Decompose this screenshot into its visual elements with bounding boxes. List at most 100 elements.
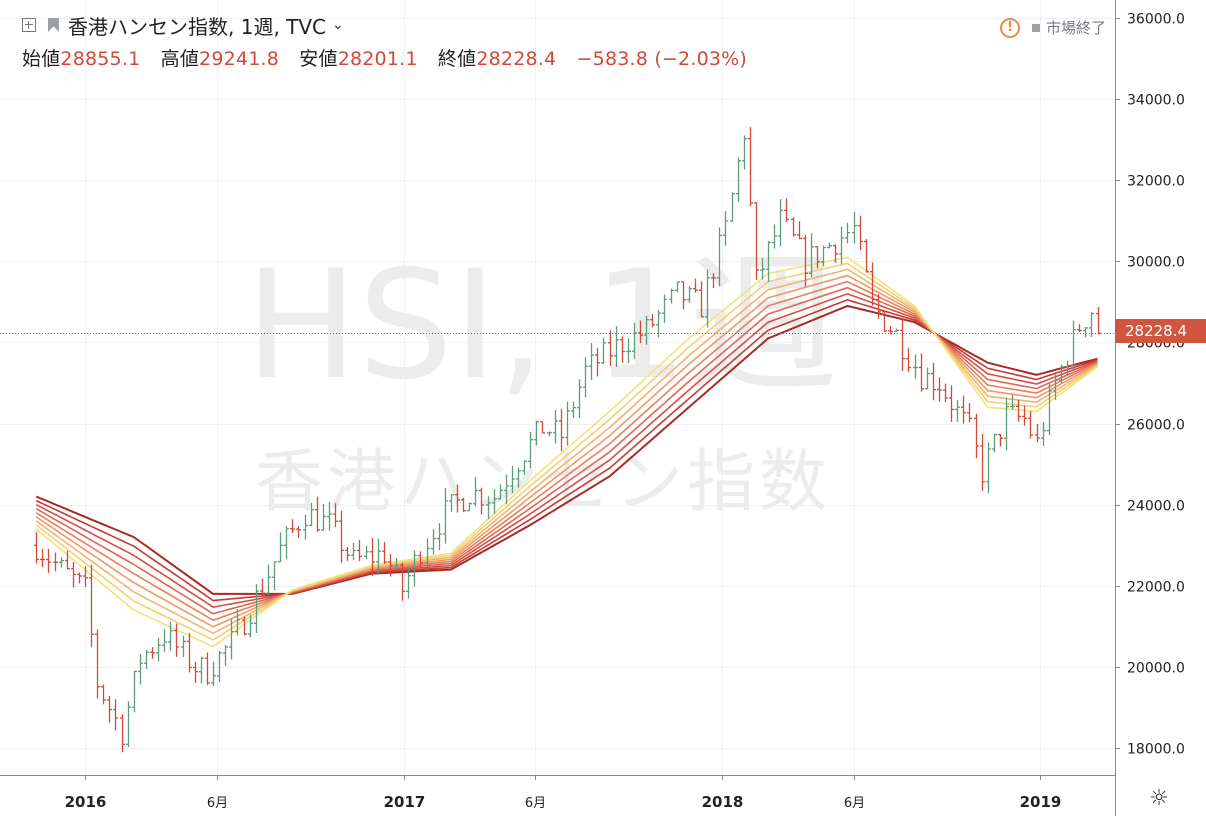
settings-icon[interactable]: ☼ xyxy=(1149,786,1169,811)
ohlc-bar xyxy=(150,647,155,659)
ohlc-bar xyxy=(339,510,344,563)
ohlc-bar xyxy=(168,621,173,652)
ohlc-bar xyxy=(931,362,936,401)
ohlc-bar xyxy=(894,328,899,333)
ohlc-bar xyxy=(882,310,887,332)
x-tick-label: 2017 xyxy=(384,793,426,811)
ohlc-bar xyxy=(278,532,283,563)
ohlc-bar xyxy=(351,542,356,561)
ohlc-bar xyxy=(486,496,491,520)
ohlc-bar xyxy=(1022,405,1027,426)
ohlc-bar xyxy=(949,385,954,422)
ohlc-bar xyxy=(858,215,863,251)
ohlc-bar xyxy=(327,501,332,531)
y-tick-label: 24000.0 xyxy=(1127,499,1185,515)
open-label: 始値 xyxy=(22,48,61,70)
ohlc-bar xyxy=(845,222,850,244)
low-value: 28201.1 xyxy=(337,48,418,70)
ohlc-bar xyxy=(492,489,497,514)
ohlc-bar xyxy=(83,566,88,587)
ohlc-bar xyxy=(59,557,64,568)
price-axis[interactable]: 36000.034000.032000.030000.028000.026000… xyxy=(1115,12,1185,758)
ohlc-bar xyxy=(760,257,765,280)
ohlc-bar xyxy=(693,278,698,293)
ohlc-bar xyxy=(437,522,442,551)
ohlc-bar xyxy=(614,326,619,368)
ohlc-bar xyxy=(638,320,643,344)
ohlc-bar xyxy=(431,529,436,555)
y-tick-label: 30000.0 xyxy=(1127,255,1185,271)
y-tick-label: 26000.0 xyxy=(1127,418,1185,434)
ohlc-bar xyxy=(864,239,869,273)
ohlc-bar xyxy=(107,695,112,723)
ohlc-bar xyxy=(797,221,802,240)
market-status: ! 市場終了 xyxy=(999,17,1106,38)
ohlc-bar xyxy=(101,684,106,705)
ohlc-bar xyxy=(553,409,558,444)
ohlc-bar xyxy=(669,288,674,304)
ohlc-bar xyxy=(705,269,710,328)
ohlc-bar xyxy=(406,567,411,599)
ohlc-bar xyxy=(467,502,472,512)
flag-icon[interactable] xyxy=(48,18,59,32)
ohlc-bar xyxy=(266,564,271,595)
ohlc-bar xyxy=(120,714,125,753)
ohlc-bar xyxy=(839,226,844,265)
ohlc-bar xyxy=(589,343,594,381)
ohlc-bar xyxy=(479,487,484,515)
ohlc-bar xyxy=(77,572,82,584)
x-tick-label: 2018 xyxy=(702,793,744,811)
ohlc-bar xyxy=(699,281,704,318)
alert-icon[interactable]: ! xyxy=(999,17,1020,38)
ohlc-bar xyxy=(742,135,747,170)
ohlc-bar xyxy=(461,497,466,512)
ohlc-bar xyxy=(565,401,570,446)
ma-line-7 xyxy=(35,292,1098,608)
ohlc-bar xyxy=(791,217,796,237)
ohlc-bar xyxy=(656,309,661,338)
ohlc-bar xyxy=(675,281,680,293)
expand-icon[interactable] xyxy=(22,18,36,32)
watermark: HSI, 1週 香港ハンセン指数 xyxy=(245,239,838,522)
ohlc-bar xyxy=(1053,372,1058,400)
ohlc-bar xyxy=(473,477,478,507)
ohlc-bar xyxy=(205,652,210,686)
ohlc-bar xyxy=(211,661,216,687)
open-value: 28855.1 xyxy=(60,48,141,70)
ohlc-bar xyxy=(364,545,369,560)
ma-line-2 xyxy=(35,262,1098,641)
ohlc-bar xyxy=(388,553,393,577)
symbol-title[interactable]: 香港ハンセン指数, 1週, TVC xyxy=(68,14,327,39)
ohlc-bar xyxy=(144,649,149,669)
symbol-title-row[interactable]: 香港ハンセン指数, 1週, TVC ⌄ xyxy=(22,12,761,39)
ohlc-bar xyxy=(528,431,533,469)
ohlc-bar xyxy=(1004,397,1009,451)
ohlc-bar xyxy=(449,494,454,512)
ohlc-bar xyxy=(443,488,448,544)
ohlc-bar xyxy=(919,353,924,392)
ohlc-bar xyxy=(852,211,857,244)
ohlc-bar xyxy=(626,338,631,363)
high-value: 29241.8 xyxy=(199,48,280,70)
ohlc-bar xyxy=(455,484,460,513)
ohlc-bar xyxy=(254,584,259,634)
chevron-down-icon[interactable]: ⌄ xyxy=(332,17,344,33)
ohlc-bar xyxy=(126,701,131,748)
ohlc-bar xyxy=(260,578,265,597)
time-axis[interactable]: 2016 6月 2017 6月 2018 6月 2019 xyxy=(65,775,1062,811)
ohlc-bar xyxy=(504,474,509,505)
ohlc-bar xyxy=(156,637,161,662)
ma-line-6 xyxy=(35,286,1098,615)
ohlc-bar xyxy=(876,294,881,319)
ohlc-bar xyxy=(632,322,637,359)
ohlc-bar xyxy=(522,460,527,475)
ohlc-bar xyxy=(1096,307,1101,335)
y-tick-label: 20000.0 xyxy=(1127,661,1185,677)
ohlc-bar xyxy=(382,542,387,564)
ohlc-bar xyxy=(1059,364,1064,384)
ohlc-bar xyxy=(998,433,1003,447)
ohlc-bar xyxy=(284,526,289,560)
ohlc-bar xyxy=(1016,399,1021,422)
ma-line-5 xyxy=(35,280,1098,622)
